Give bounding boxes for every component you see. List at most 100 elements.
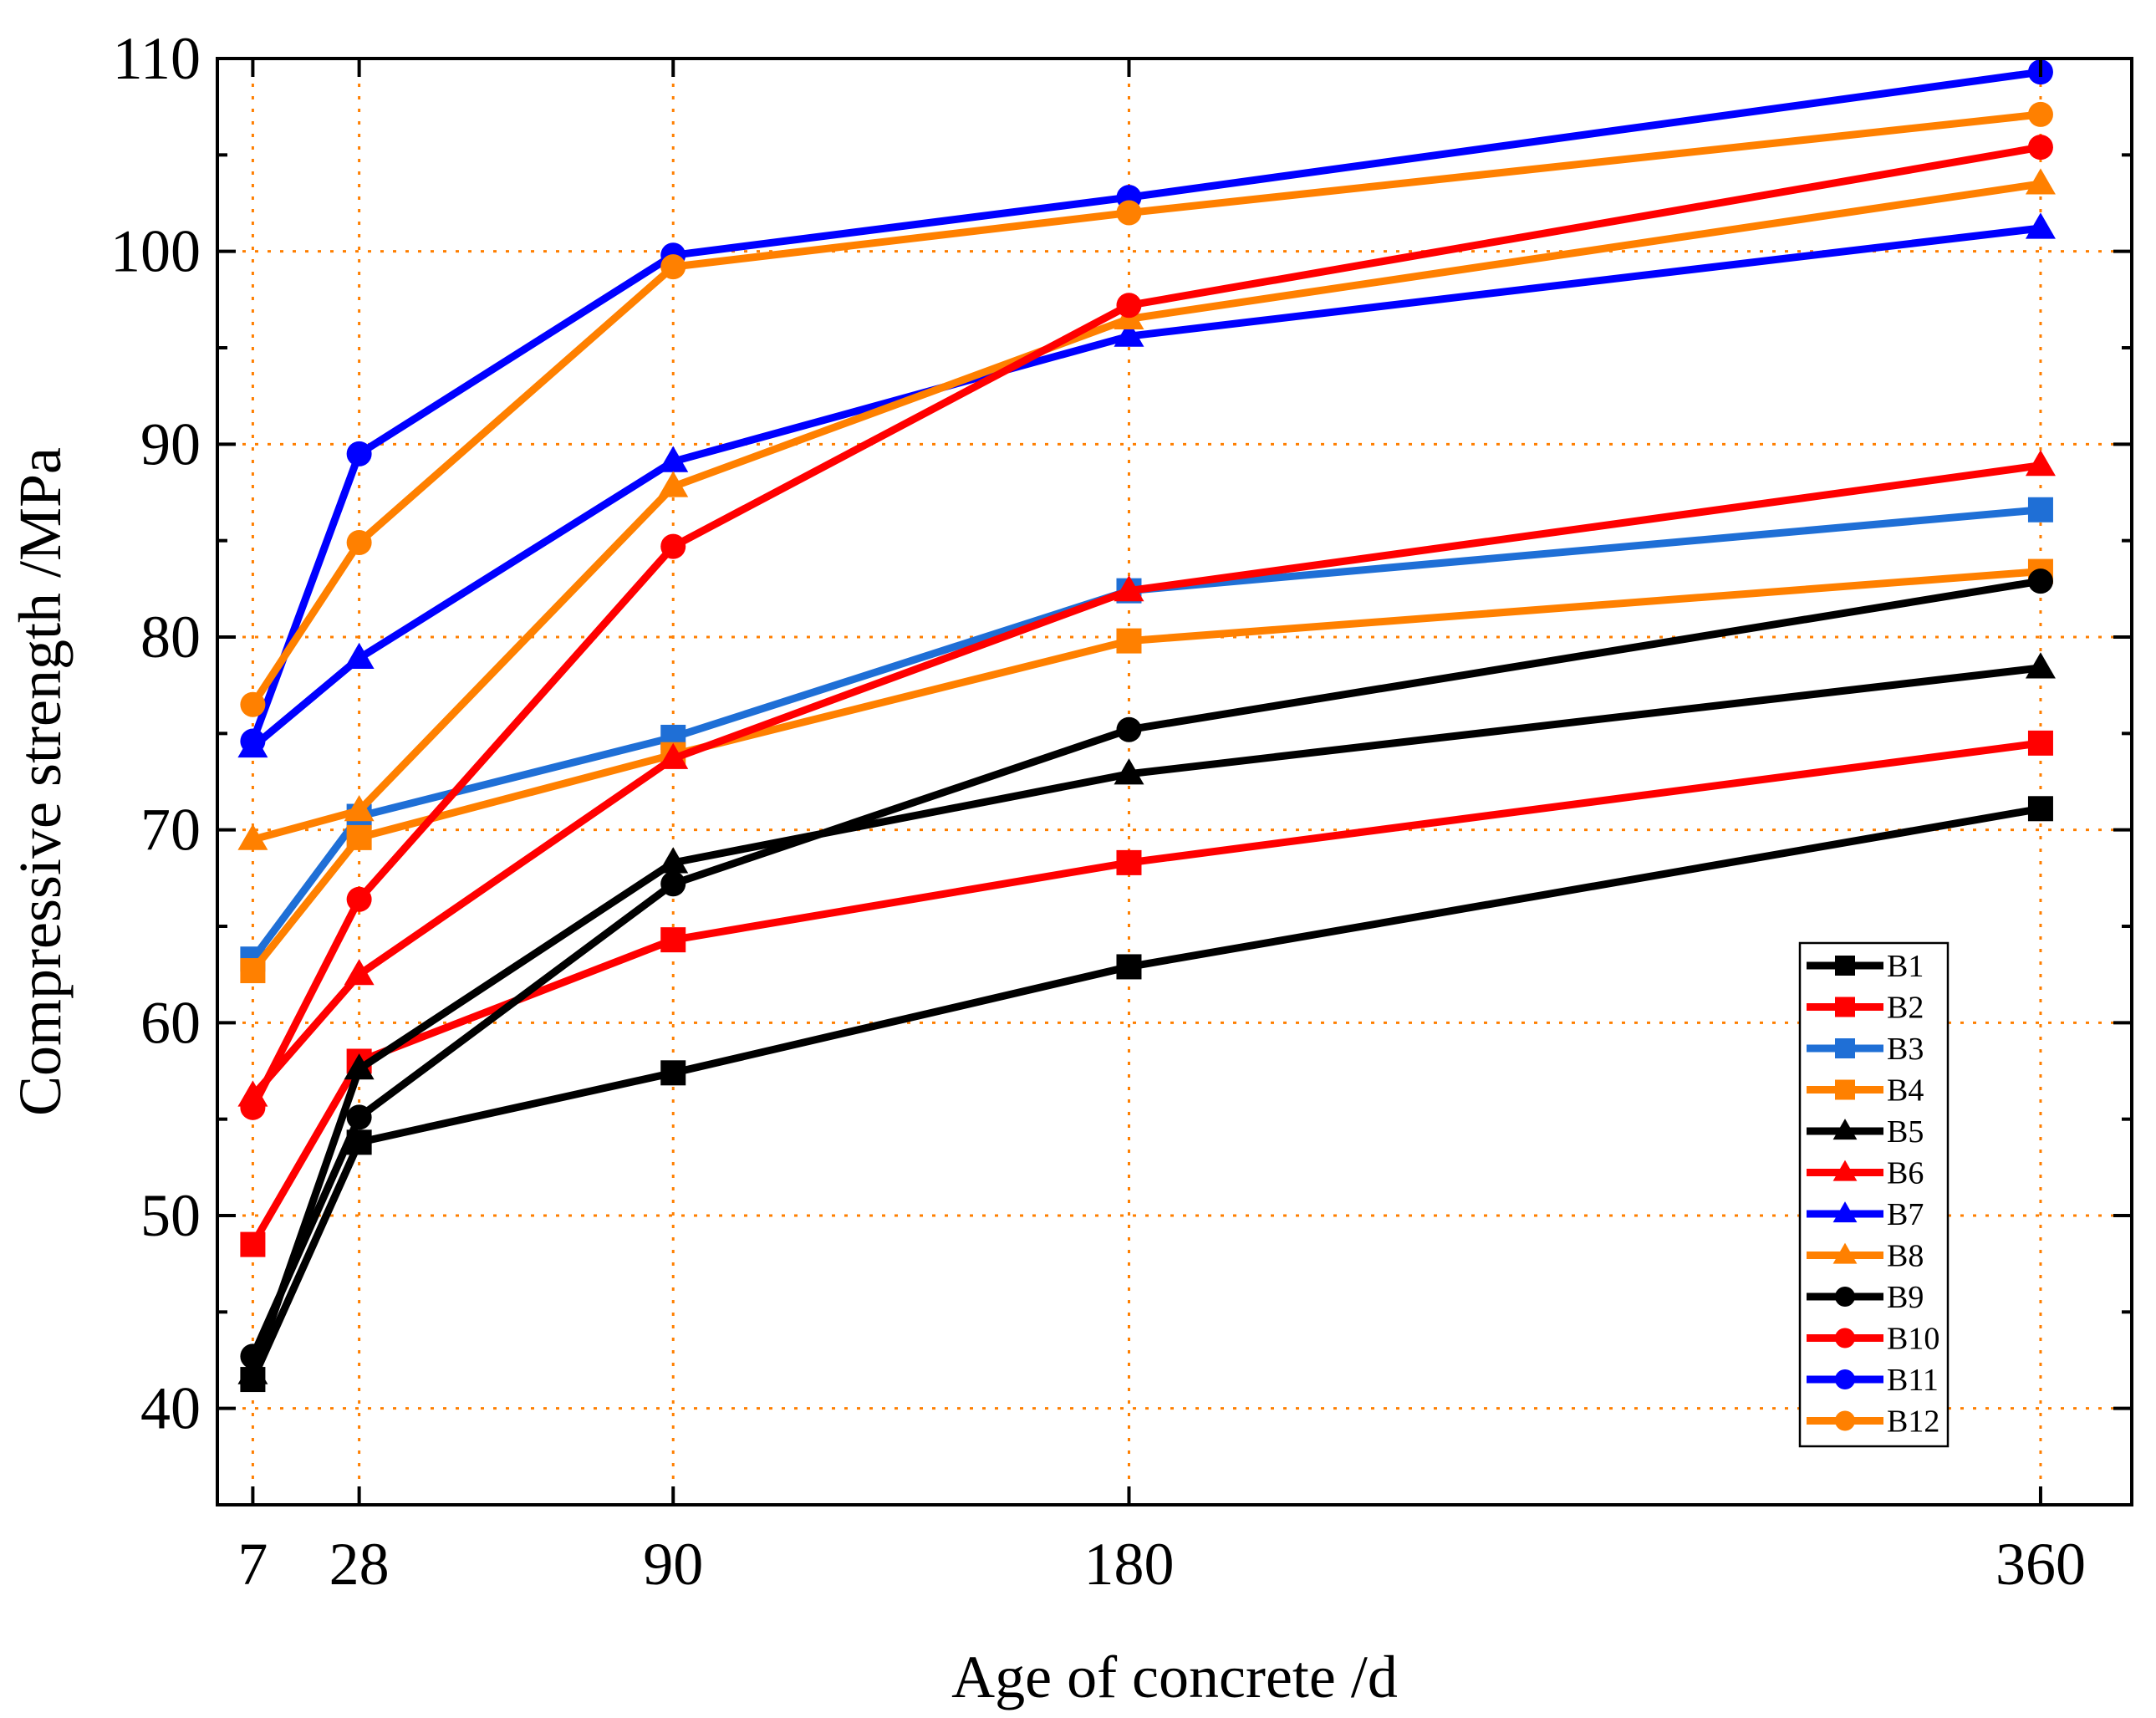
data-point-b7 [1114, 320, 1144, 347]
series-line-b3 [249, 506, 2041, 961]
data-point-b10 [660, 533, 686, 559]
data-point-b12 [2027, 101, 2053, 127]
legend-marker [1832, 1119, 1858, 1140]
legend-marker [1835, 1410, 1855, 1431]
data-point-b2 [660, 927, 686, 953]
legend-label: B4 [1887, 1073, 1924, 1109]
legend-box [1798, 941, 1950, 1448]
legend-entry-b3: B3 [1807, 1032, 1924, 1067]
series-line-b1 [249, 804, 2041, 1381]
data-point-b2 [1116, 849, 1142, 875]
data-point-b6 [658, 742, 689, 769]
legend-entry-b4: B4 [1807, 1073, 1924, 1109]
legend-label: B1 [1887, 949, 1924, 984]
data-point-b6 [1114, 575, 1144, 602]
legend-marker [1835, 956, 1855, 976]
legend-marker [1835, 1328, 1855, 1348]
legend-entry-b12: B12 [1807, 1404, 1939, 1440]
data-point-b9 [1116, 716, 1142, 742]
legend-entry-b9: B9 [1807, 1280, 1924, 1315]
y-tick-label: 80 [140, 604, 201, 670]
series-line-b12 [249, 110, 2041, 707]
series-line-b8 [252, 180, 2041, 844]
legend-marker [1835, 1038, 1855, 1058]
legend-entry-b7: B7 [1807, 1197, 1924, 1232]
data-point-b8 [2025, 168, 2056, 195]
series-b8 [237, 168, 2056, 850]
legend-entry-b10: B10 [1807, 1322, 1939, 1357]
data-point-b9 [240, 1343, 266, 1369]
x-tick-label: 28 [329, 1531, 390, 1598]
legend-entry-b8: B8 [1807, 1239, 1924, 1274]
series-b7 [237, 212, 2056, 758]
data-point-b2 [240, 1231, 266, 1257]
data-point-b1 [1116, 954, 1142, 980]
y-tick-label: 90 [140, 410, 201, 477]
data-point-b10 [2027, 135, 2053, 161]
legend-label: B9 [1887, 1280, 1924, 1315]
data-point-b4 [346, 824, 372, 850]
data-point-b11 [346, 441, 372, 466]
series-b2 [240, 730, 2053, 1257]
legend-label: B3 [1887, 1032, 1924, 1067]
data-point-b5 [237, 1358, 268, 1384]
legend-label: B8 [1887, 1239, 1924, 1274]
data-point-b7 [344, 642, 375, 669]
data-point-b5 [1114, 758, 1144, 785]
series-layer [237, 59, 2056, 1393]
legend-label: B5 [1887, 1114, 1924, 1150]
data-point-b5 [344, 1053, 375, 1080]
data-point-b5 [658, 847, 689, 874]
legend-marker [1832, 1160, 1858, 1181]
legend-label: B11 [1887, 1363, 1939, 1398]
legend: B1 B2 B3 B4 B5 B6 B7 B8 B9 B10 B11 B12 [1798, 941, 1950, 1448]
legend-marker [1835, 1079, 1855, 1100]
data-point-b10 [1116, 293, 1142, 319]
y-tick-label: 70 [140, 797, 201, 864]
legend-label: B7 [1887, 1197, 1924, 1232]
x-tick-label: 180 [1083, 1531, 1174, 1598]
data-point-b1 [660, 1060, 686, 1086]
data-point-b9 [346, 1104, 372, 1130]
plot-frame [216, 57, 2133, 1506]
legend-label: B6 [1887, 1156, 1924, 1191]
y-tick-label: 40 [140, 1375, 201, 1442]
data-point-b5 [2025, 652, 2056, 679]
y-tick-label: 60 [140, 989, 201, 1056]
data-point-b9 [2027, 568, 2053, 594]
y-axis-title: Compressive strength /MPa [7, 447, 74, 1116]
legend-label: B12 [1887, 1404, 1939, 1440]
data-point-b10 [346, 886, 372, 912]
data-point-b4 [1116, 628, 1142, 654]
legend-entry-b6: B6 [1807, 1156, 1924, 1191]
series-b1 [240, 796, 2053, 1393]
x-axis-title: Age of concrete /d [951, 1644, 1398, 1710]
data-point-b4 [240, 958, 266, 984]
series-b9 [240, 568, 2053, 1369]
data-point-b12 [240, 691, 266, 717]
data-point-b12 [1116, 200, 1142, 226]
data-point-b1 [2027, 796, 2053, 822]
legend-marker [1835, 1369, 1855, 1389]
legend-label: B2 [1887, 991, 1924, 1026]
data-point-b7 [2025, 212, 2056, 239]
data-point-b8 [237, 823, 268, 850]
legend-marker [1832, 1242, 1858, 1264]
legend-entry-b2: B2 [1807, 991, 1924, 1026]
series-b5 [237, 652, 2056, 1384]
legend-marker [1835, 1287, 1855, 1307]
series-b3 [240, 497, 2053, 972]
legend-entry-b5: B5 [1807, 1114, 1924, 1150]
legend-entry-b11: B11 [1807, 1363, 1939, 1398]
data-point-b6 [344, 959, 375, 986]
y-tick-label: 110 [113, 25, 201, 92]
x-tick-label: 90 [643, 1531, 703, 1598]
data-point-b11 [240, 728, 266, 754]
y-tick-label: 50 [140, 1182, 201, 1249]
data-point-b2 [2027, 730, 2053, 756]
y-tick-label: 100 [110, 218, 201, 285]
legend-entry-b1: B1 [1807, 949, 1924, 984]
data-point-b8 [658, 471, 689, 497]
data-point-b8 [344, 795, 375, 822]
legend-marker [1832, 1201, 1858, 1223]
